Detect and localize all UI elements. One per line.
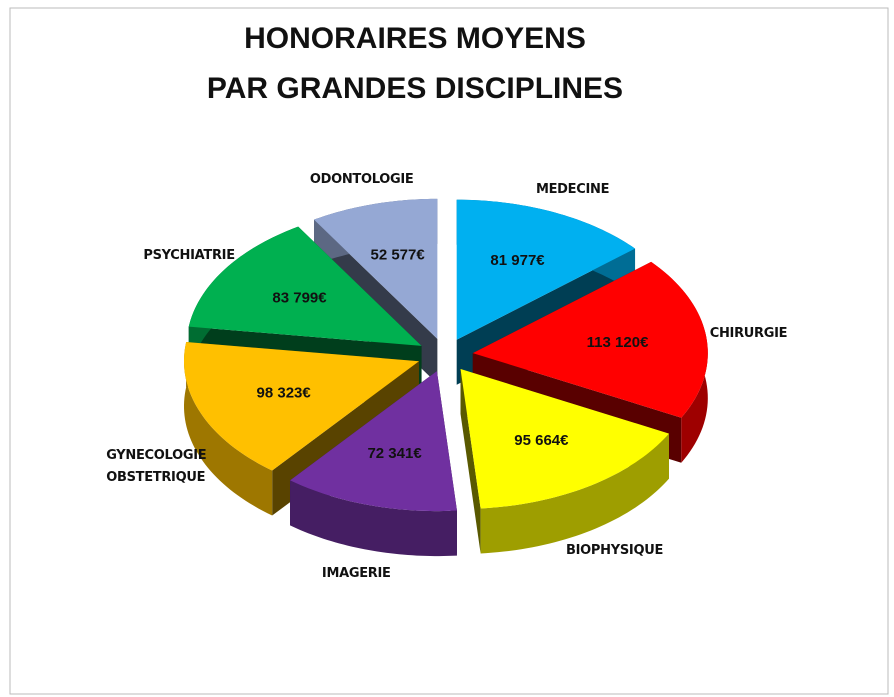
- category-label: PSYCHIATRIE: [143, 247, 235, 263]
- slice: [183, 342, 419, 471]
- category-label: ODONTOLOGIE: [309, 171, 414, 187]
- category-label: MEDECINE: [535, 181, 610, 197]
- data-label: 113 120€: [587, 334, 649, 351]
- chart-title: PAR GRANDES DISCIPLINES: [206, 72, 624, 105]
- data-label: 72 341€: [367, 445, 422, 462]
- slice: [456, 199, 636, 340]
- slice-side: [290, 480, 457, 557]
- slice-side: [480, 433, 670, 554]
- slice: [188, 226, 422, 346]
- slice-side: [183, 342, 273, 516]
- category-label: GYNECOLOGIE OBSTETRIQUE: [106, 448, 207, 486]
- slice: [290, 371, 457, 512]
- category-label: BIOPHYSIQUE: [566, 543, 664, 559]
- category-label: CHIRURGIE: [709, 326, 788, 342]
- slice: [460, 368, 670, 509]
- data-label: 81 977€: [490, 252, 545, 269]
- data-label: 95 664€: [514, 432, 569, 449]
- data-label: 83 799€: [272, 289, 327, 306]
- chart-title: HONORAIRES MOYENS: [244, 22, 586, 55]
- chart-frame: [9, 7, 889, 695]
- category-label: IMAGERIE: [321, 566, 391, 582]
- slice: [314, 198, 438, 339]
- data-label: 52 577€: [370, 246, 425, 263]
- slice: [472, 261, 708, 418]
- data-label: 98 323€: [257, 384, 312, 401]
- slice-side: [460, 368, 481, 554]
